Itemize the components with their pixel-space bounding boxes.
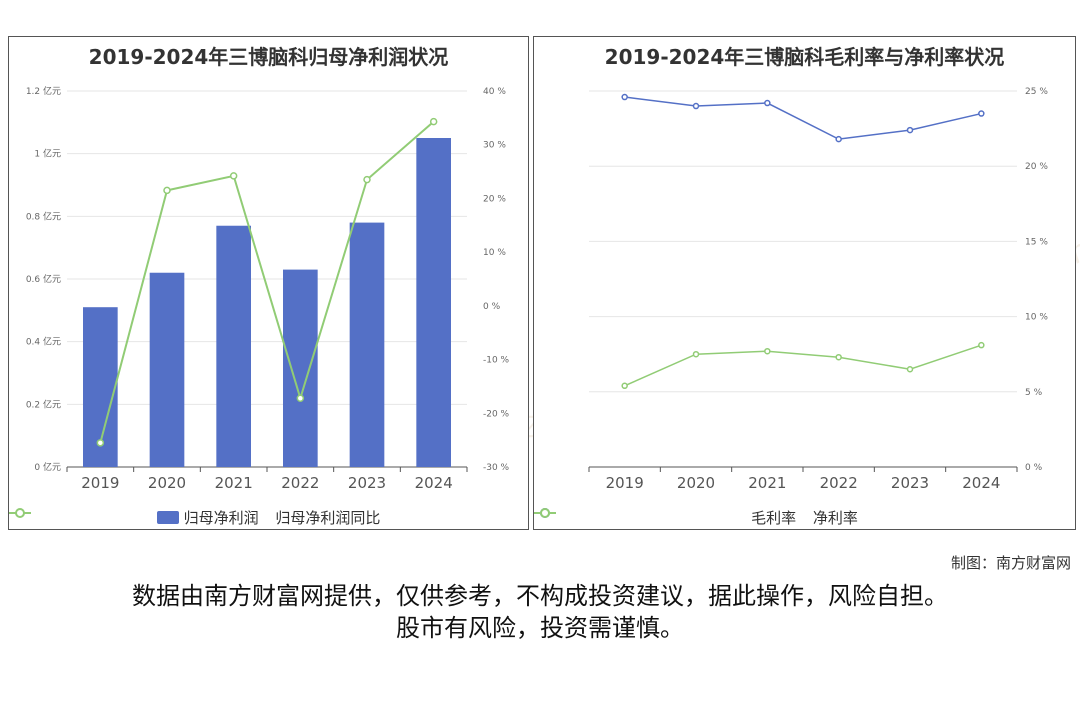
bar-net-profit [416, 138, 451, 467]
point-net-margin [835, 353, 842, 361]
y-tick-label-right: -20 % [483, 409, 510, 419]
y-tick-label-left: 0.2 亿元 [26, 398, 61, 410]
y-tick-label-right: 5 % [1025, 388, 1043, 398]
y-tick-label-right: 10 % [1025, 313, 1048, 323]
point-net-margin [906, 365, 914, 373]
bar-net-profit [149, 272, 185, 467]
disclaimer-line-2: 股市有风险，投资需谨慎。 [396, 614, 684, 642]
y-tick-label-right: 30 % [483, 141, 506, 151]
point-gross-margin [978, 110, 985, 117]
x-tick-label: 2024 [962, 474, 1000, 492]
y-tick-label-left: 0.6 亿元 [26, 273, 61, 285]
point-net-margin [621, 382, 628, 390]
point-net-profit-yoy [363, 175, 371, 184]
point-net-profit-yoy [96, 439, 105, 447]
disclaimer-line-1: 数据由南方财富网提供，仅供参考，不构成投资建议，据此操作，风险自担。 [132, 582, 948, 610]
legend: 归母净利润 归母净利润同比 [9, 507, 528, 528]
point-net-profit-yoy [429, 117, 438, 126]
x-tick-label: 2020 [148, 474, 186, 492]
point-net-margin [978, 341, 985, 349]
x-tick-label: 2021 [215, 474, 253, 492]
legend-item-net-profit-yoy[interactable]: 归母净利润同比 [9, 507, 381, 528]
x-tick-label: 2024 [415, 474, 453, 492]
x-tick-label: 2019 [81, 474, 119, 492]
chart-title: 2019-2024年三博脑科归母净利润状况 [88, 45, 449, 69]
y-tick-label-right: 0 % [1025, 463, 1043, 473]
y-tick-label-left: 1 亿元 [34, 148, 61, 160]
legend-label: 归母净利润 [183, 509, 259, 527]
legend-item-net-margin[interactable]: 净利率 [534, 507, 858, 528]
point-gross-margin [621, 93, 628, 101]
net-profit-chart-panel: 2019-2024年三博脑科归母净利润状况 0 亿元 0.2 亿元 0.4 亿元 0.… [8, 36, 529, 530]
x-tick-label: 2022 [820, 474, 858, 492]
bar-net-profit [283, 269, 318, 467]
y-tick-label-right: -30 % [483, 463, 510, 473]
y-tick-label-left: 1.2 亿元 [26, 85, 61, 97]
x-tick-label: 2020 [677, 474, 715, 492]
y-tick-label-right: 20 % [1025, 162, 1048, 172]
legend-label: 归母净利润同比 [275, 509, 381, 527]
x-tick-label: 2021 [748, 474, 786, 492]
y-tick-label-left: 0.8 亿元 [26, 210, 61, 222]
legend-label: 毛利率 [751, 509, 797, 527]
x-tick-label: 2022 [281, 474, 319, 492]
x-tick-label: 2019 [606, 474, 644, 492]
legend-label: 净利率 [812, 509, 858, 527]
point-net-profit-yoy [296, 394, 305, 402]
y-tick-label-right: 0 % [483, 302, 501, 312]
legend-bar-swatch [156, 511, 179, 524]
y-tick-label-right: 20 % [483, 194, 506, 204]
point-net-margin [764, 347, 771, 355]
series-line-net-profit-yoy [99, 120, 435, 444]
margin-chart-panel: 2019-2024年三博脑科毛利率与净利率状况 0 % 5 % 10 % 15 % 20… [533, 36, 1076, 530]
legend-item-net-profit[interactable]: 归母净利润 [156, 507, 259, 528]
y-tick-label-right: 25 % [1025, 87, 1048, 97]
legend-line-swatch [534, 508, 556, 518]
x-tick-label: 2023 [891, 474, 929, 492]
y-tick-label-left: 0.4 亿元 [26, 336, 61, 348]
disclaimer: 数据由南方财富网提供，仅供参考，不构成投资建议，据此操作，风险自担。 股市有风险… [0, 580, 1080, 644]
series-line-net-margin [624, 344, 982, 387]
series-line-gross-margin [624, 96, 982, 140]
margin-chart: 0 % 5 % 10 % 15 % 20 % 25 % 2019 2020 2021 2022 20… [588, 87, 1048, 492]
bar-net-profit [349, 222, 385, 467]
point-gross-margin [906, 126, 914, 134]
point-net-profit-yoy [229, 172, 238, 180]
point-gross-margin [692, 102, 700, 110]
x-tick-label: 2023 [348, 474, 386, 492]
y-tick-label-right: -10 % [483, 356, 510, 366]
bar-net-profit [216, 225, 251, 467]
point-gross-margin [835, 135, 842, 143]
chart-title: 2019-2024年三博脑科毛利率与净利率状况 [604, 45, 1005, 69]
net-profit-chart: 0 亿元 0.2 亿元 0.4 亿元 0.6 亿元 0.8 亿元 1 亿元 1.2 亿元 -3… [26, 85, 510, 492]
point-gross-margin [764, 99, 771, 107]
legend-line-swatch [9, 508, 31, 518]
point-net-profit-yoy [163, 186, 171, 195]
y-tick-label-right: 15 % [1025, 237, 1048, 247]
legend-item-gross-margin[interactable]: 毛利率 [534, 507, 797, 528]
y-tick-label-right: 40 % [483, 87, 506, 97]
y-tick-label-left: 0 亿元 [34, 461, 61, 473]
point-net-margin [692, 350, 700, 358]
chart-credit: 制图：南方财富网 [950, 554, 1071, 572]
y-tick-label-right: 10 % [483, 248, 506, 258]
legend: 毛利率 净利率 [534, 507, 1075, 528]
